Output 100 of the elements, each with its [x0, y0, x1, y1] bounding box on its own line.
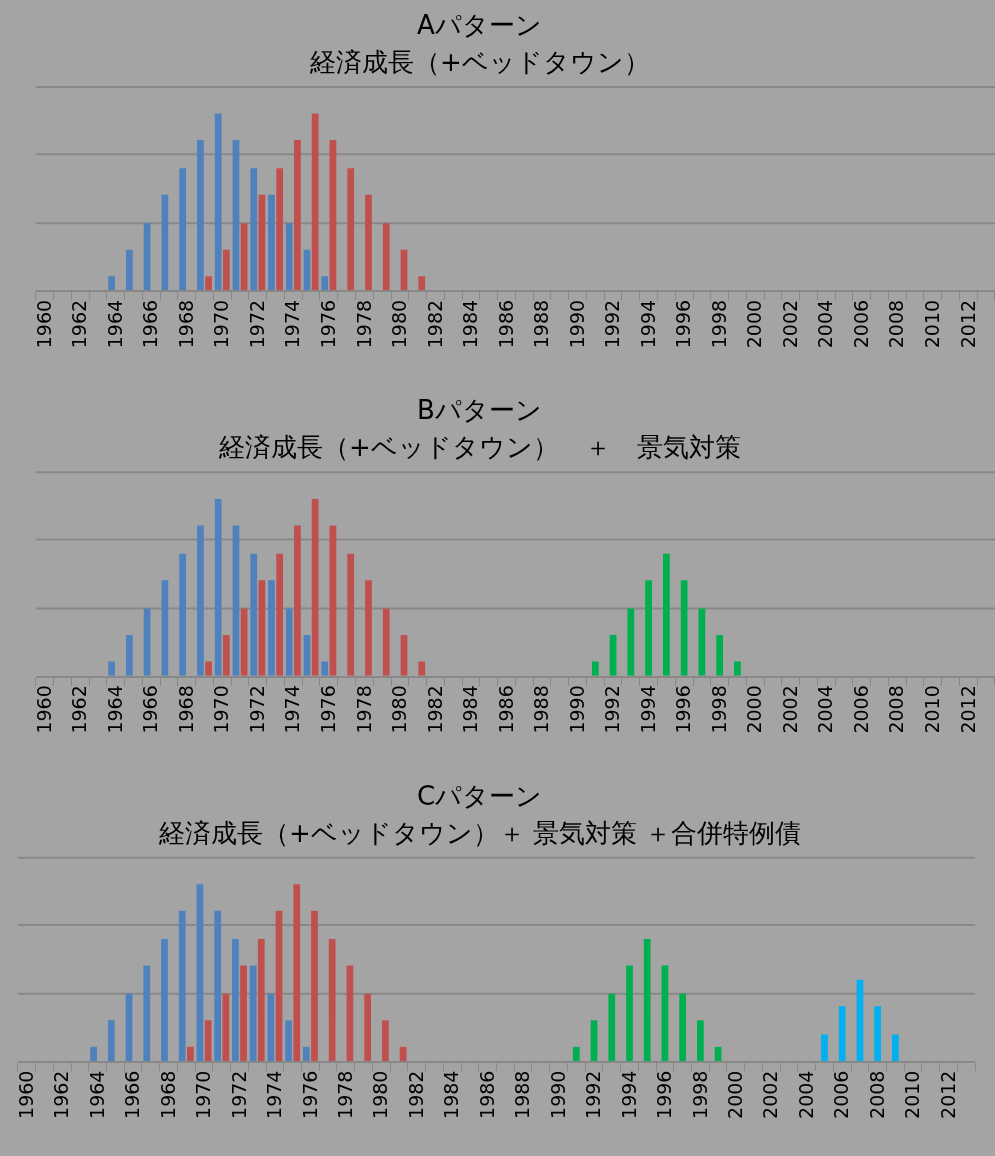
- chart-subtitle: 経済成長（+ベッドタウン）: [309, 47, 650, 77]
- x-tick-label: 2012: [956, 299, 979, 349]
- x-tick-label: 1988: [511, 1070, 534, 1119]
- x-tick-label: 2002: [759, 1070, 782, 1119]
- x-tick-label: 1964: [85, 1070, 108, 1119]
- x-tick-label: 1996: [672, 299, 695, 349]
- x-tick-label: 1990: [565, 685, 588, 734]
- x-tick-label: 2010: [901, 1070, 924, 1119]
- x-tick-label: 1966: [139, 299, 162, 349]
- bar: [257, 939, 265, 1061]
- x-tick-label: 1960: [32, 299, 55, 349]
- x-tick-label: 1982: [423, 299, 446, 349]
- x-tick-label: 2008: [885, 299, 908, 349]
- x-tick-label: 1996: [653, 1070, 676, 1119]
- x-tick-label: 2000: [743, 299, 766, 349]
- bar: [680, 580, 688, 676]
- bar: [608, 993, 616, 1061]
- x-tick-label: 1998: [707, 685, 730, 734]
- x-tick-label: 1986: [494, 299, 517, 349]
- bar: [645, 580, 652, 676]
- bar: [821, 1034, 828, 1061]
- bar: [205, 661, 212, 676]
- x-tick-label: 1982: [404, 1070, 427, 1119]
- bar: [838, 1006, 846, 1061]
- x-tick-label: 1988: [530, 685, 553, 734]
- bar: [627, 608, 635, 676]
- chart-subtitle: 経済成長（+ベッドタウン）＋ 景気対策 ＋合併特例債: [158, 818, 802, 848]
- x-tick-label: 1994: [636, 299, 659, 349]
- x-tick-label: 1974: [263, 1070, 286, 1119]
- bar: [187, 1046, 194, 1061]
- bar: [276, 168, 284, 291]
- chart-title: Bパターン: [417, 395, 542, 425]
- bar: [267, 993, 275, 1061]
- bar: [197, 140, 204, 291]
- bar: [250, 168, 258, 291]
- bar: [294, 525, 301, 676]
- x-tick-label: 1984: [459, 685, 482, 734]
- x-tick-label: 1970: [210, 685, 233, 734]
- bar: [382, 223, 390, 291]
- bar: [662, 553, 670, 676]
- bar: [382, 608, 390, 676]
- x-tick-label: 1980: [388, 685, 411, 734]
- x-tick-label: 2010: [921, 685, 943, 734]
- x-tick-label: 1966: [139, 685, 162, 734]
- x-tick-label: 1976: [317, 685, 340, 734]
- x-tick-label: 1978: [334, 1070, 357, 1119]
- x-tick-label: 1986: [494, 685, 517, 734]
- x-tick-label: 2004: [814, 685, 837, 734]
- x-tick-label: 1986: [475, 1070, 498, 1119]
- x-tick-label: 1980: [369, 1070, 392, 1119]
- bar: [125, 249, 133, 291]
- bar: [321, 276, 329, 291]
- bar: [418, 276, 426, 291]
- bar: [197, 525, 204, 676]
- x-tick-label: 1976: [298, 1070, 321, 1119]
- bar: [382, 1020, 389, 1061]
- x-tick-label: 2012: [956, 685, 979, 734]
- bar: [328, 939, 336, 1061]
- x-tick-label: 1962: [50, 1070, 73, 1119]
- bar: [250, 553, 258, 676]
- x-tick-label: 2008: [885, 685, 908, 734]
- x-tick-label: 1962: [68, 299, 91, 349]
- x-tick-label: 2006: [849, 299, 872, 349]
- x-tick-label: 1996: [672, 685, 695, 734]
- bar: [143, 965, 151, 1061]
- bar: [222, 635, 230, 676]
- bar: [892, 1034, 899, 1061]
- x-tick-label: 1998: [707, 299, 730, 349]
- x-tick-label: 1980: [388, 299, 411, 349]
- bar: [214, 498, 222, 676]
- bar: [90, 1046, 97, 1061]
- chart-title: Aパターン: [417, 10, 542, 40]
- x-tick-label: 1976: [317, 299, 340, 349]
- bar: [222, 993, 230, 1061]
- x-tick-label: 1960: [32, 685, 55, 734]
- x-tick-label: 1964: [103, 299, 126, 349]
- bar: [214, 910, 222, 1061]
- bar: [321, 661, 329, 676]
- x-tick-label: 1992: [582, 1070, 605, 1119]
- bar: [365, 194, 372, 291]
- x-tick-label: 2008: [865, 1070, 888, 1119]
- x-tick-label: 1994: [636, 685, 659, 734]
- x-tick-label: 1966: [121, 1070, 144, 1119]
- bar: [311, 498, 319, 676]
- bar: [268, 194, 275, 291]
- bar: [311, 910, 318, 1061]
- bar: [294, 140, 301, 291]
- x-tick-label: 1982: [423, 685, 446, 734]
- x-tick-label: 1974: [281, 299, 304, 349]
- x-tick-label: 2004: [814, 299, 837, 349]
- bar: [716, 635, 724, 676]
- x-tick-label: 2004: [794, 1070, 817, 1119]
- x-tick-label: 1974: [281, 685, 304, 734]
- bar: [418, 661, 426, 676]
- bar: [364, 993, 372, 1061]
- x-tick-label: 1990: [546, 1070, 569, 1119]
- bar: [222, 249, 230, 291]
- x-tick-label: 1968: [156, 1070, 179, 1119]
- x-tick-label: 2002: [778, 685, 801, 734]
- bar: [347, 168, 355, 291]
